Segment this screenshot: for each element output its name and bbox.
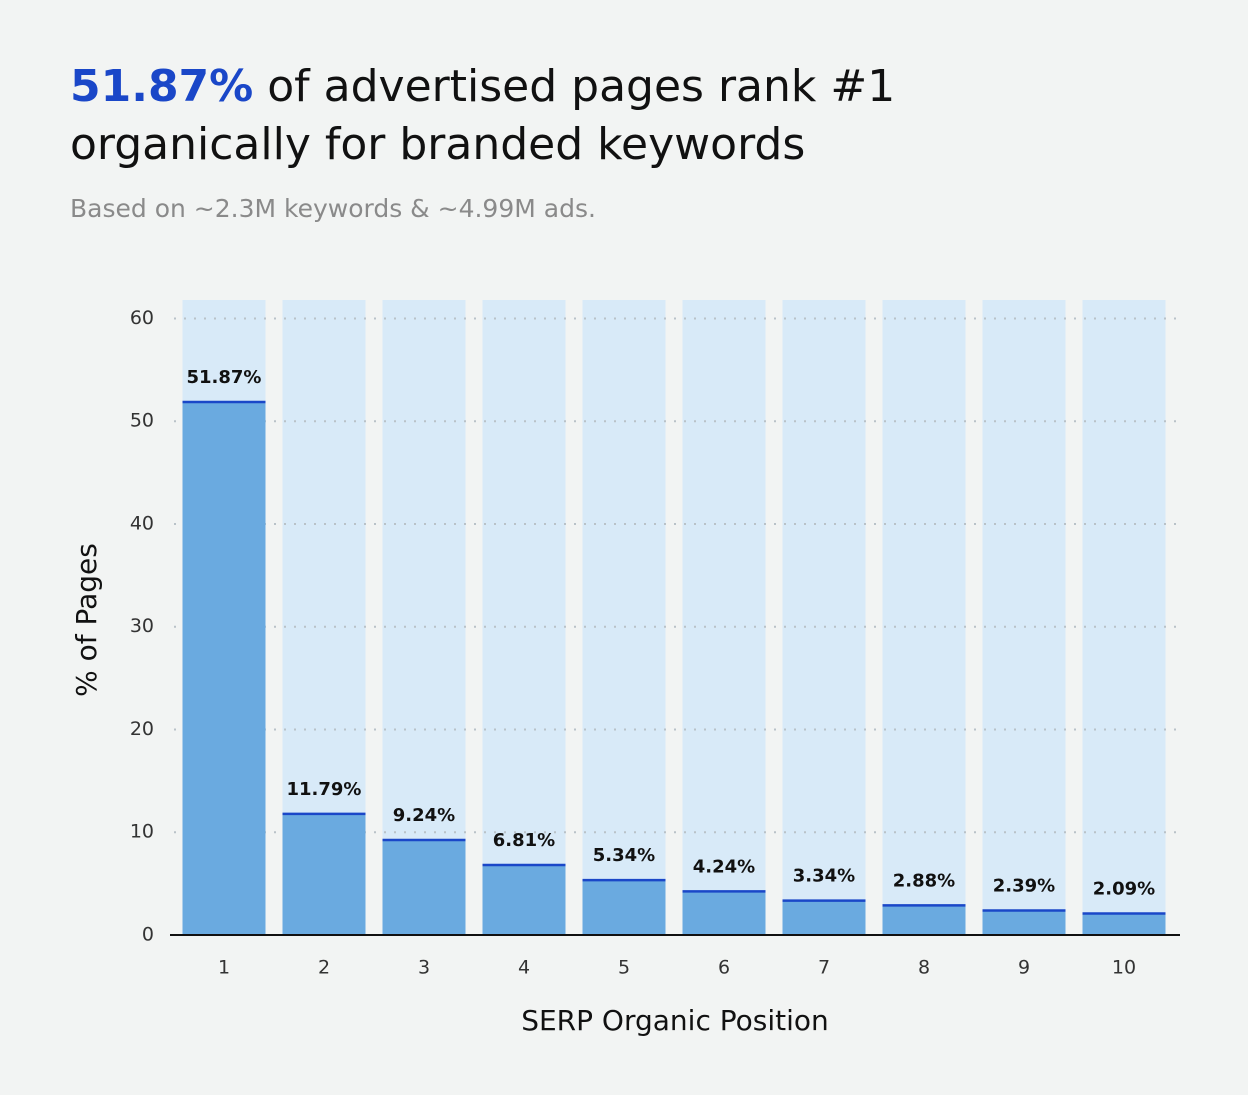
x-tick-label: 4 bbox=[518, 957, 530, 979]
y-tick-label: 10 bbox=[130, 821, 154, 843]
y-tick-label: 0 bbox=[142, 924, 154, 946]
bar-background bbox=[582, 300, 666, 935]
y-tick-label: 20 bbox=[130, 718, 154, 740]
title-text: of advertised pages rank #1 organically … bbox=[70, 61, 896, 170]
value-label: 5.34% bbox=[593, 845, 655, 866]
bar bbox=[682, 891, 766, 935]
bar bbox=[582, 880, 666, 935]
bar bbox=[782, 900, 866, 935]
x-tick-label: 10 bbox=[1112, 957, 1136, 979]
bar bbox=[882, 905, 966, 935]
value-label: 51.87% bbox=[187, 367, 262, 388]
y-tick-label: 30 bbox=[130, 615, 154, 637]
bar bbox=[182, 402, 266, 935]
bar bbox=[982, 910, 1066, 935]
bar-background bbox=[782, 300, 866, 935]
value-label: 2.39% bbox=[993, 875, 1055, 896]
x-tick-label: 3 bbox=[418, 957, 430, 979]
bar bbox=[382, 840, 466, 935]
x-tick-label: 1 bbox=[218, 957, 230, 979]
value-label: 6.81% bbox=[493, 830, 555, 851]
x-tick-label: 2 bbox=[318, 957, 330, 979]
y-tick-label: 50 bbox=[130, 410, 154, 432]
value-label: 2.09% bbox=[1093, 879, 1155, 900]
x-tick-label: 9 bbox=[1018, 957, 1030, 979]
x-tick-label: 5 bbox=[618, 957, 630, 979]
bar-background bbox=[482, 300, 566, 935]
value-label: 11.79% bbox=[287, 779, 362, 800]
value-label: 2.88% bbox=[893, 870, 955, 891]
bar-background bbox=[982, 300, 1066, 935]
x-tick-label: 6 bbox=[718, 957, 730, 979]
bar-background bbox=[1082, 300, 1166, 935]
bar bbox=[482, 865, 566, 935]
value-label: 9.24% bbox=[393, 805, 455, 826]
subtitle: Based on ~2.3M keywords & ~4.99M ads. bbox=[70, 194, 596, 223]
bar-background bbox=[882, 300, 966, 935]
chart-title: 51.87% of advertised pages rank #1 organ… bbox=[70, 58, 950, 174]
bar bbox=[282, 813, 366, 935]
title-highlight: 51.87% bbox=[70, 61, 254, 112]
x-tick-label: 7 bbox=[818, 957, 830, 979]
y-tick-label: 60 bbox=[130, 307, 154, 329]
value-label: 4.24% bbox=[693, 856, 755, 877]
x-tick-label: 8 bbox=[918, 957, 930, 979]
x-axis-label: SERP Organic Position bbox=[521, 1004, 829, 1037]
bar bbox=[1082, 913, 1166, 935]
y-axis-label: % of Pages bbox=[70, 543, 103, 697]
y-tick-label: 40 bbox=[130, 512, 154, 534]
value-label: 3.34% bbox=[793, 866, 855, 887]
bar-background bbox=[382, 300, 466, 935]
bar-background bbox=[682, 300, 766, 935]
